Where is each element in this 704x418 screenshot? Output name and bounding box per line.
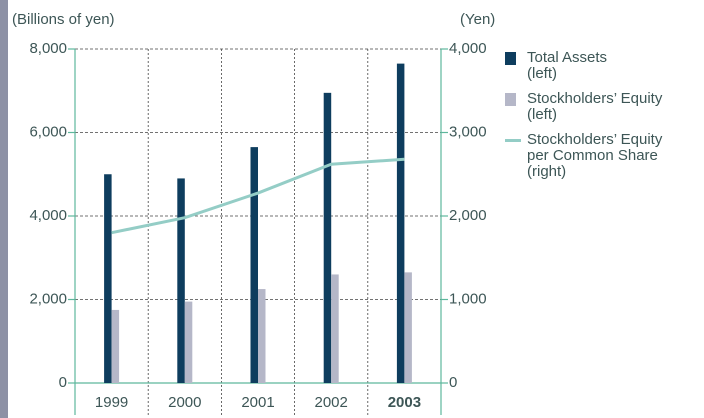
legend-label: Stockholders’ Equity per Common Share (r… (527, 131, 663, 180)
bar (177, 178, 185, 383)
legend-label: Total Assets (left) (527, 49, 608, 82)
legend-item: Total Assets (left) (505, 50, 700, 82)
bar (331, 274, 339, 383)
line (111, 157, 405, 235)
legend-swatch (505, 52, 516, 65)
legend-swatch (505, 93, 516, 106)
y-tick-label: 8,000 (29, 40, 67, 57)
y-axis-label: (Billions of yen) (12, 11, 115, 28)
y-tick-label: 0 (59, 374, 67, 391)
legend-item: Stockholders’ Equity per Common Share (r… (505, 132, 700, 180)
bar (258, 289, 266, 383)
y2-tick-label: 1,000 (449, 290, 487, 307)
x-tick-label: 2001 (241, 394, 274, 411)
y-tick-label: 2,000 (29, 290, 67, 307)
bar (111, 309, 120, 383)
bar (250, 147, 258, 383)
legend-label: Stockholders’ Equity (left) (527, 90, 663, 123)
y-tick-label: 6,000 (29, 123, 67, 140)
x-tick-label: 2002 (315, 394, 348, 411)
bar (104, 174, 112, 383)
x-tick-label: 1999 (95, 394, 128, 411)
bar (404, 272, 412, 383)
y2-tick-label: 3,000 (449, 123, 487, 140)
legend-item: Stockholders’ Equity (left) (505, 91, 700, 123)
side-strip (0, 0, 8, 418)
legend: Total Assets (left) Stockholders’ Equity … (505, 50, 700, 189)
y2-tick-label: 2,000 (449, 207, 487, 224)
y2-tick-label: 0 (449, 374, 457, 391)
y2-axis-label: (Yen) (460, 11, 495, 28)
x-tick-label: 2000 (168, 394, 201, 411)
x-tick-label: 2003 (388, 394, 421, 411)
y2-tick-label: 4,000 (449, 40, 487, 57)
bar (396, 63, 405, 384)
bar (323, 92, 332, 384)
y-tick-label: 4,000 (29, 207, 67, 224)
bar (184, 301, 193, 383)
legend-swatch (505, 139, 521, 142)
